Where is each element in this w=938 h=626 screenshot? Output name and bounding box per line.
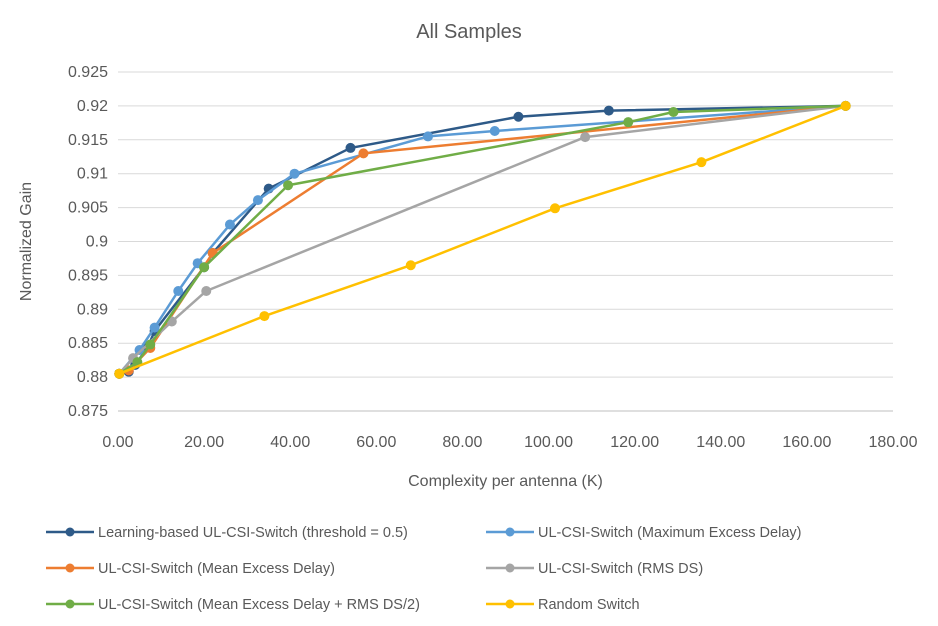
data-point — [423, 131, 433, 142]
y-axis-ticks: 0.875 0.88 0.885 0.89 0.895 0.9 0.905 0.91 0.915… — [68, 64, 108, 420]
legend-item: UL-CSI-Switch (Mean Excess Delay + RMS D… — [46, 597, 420, 613]
plot-area — [114, 100, 851, 379]
legend-item: UL-CSI-Switch (Maximum Excess Delay) — [486, 525, 801, 541]
data-point — [345, 142, 356, 153]
series-line — [118, 104, 847, 375]
legend-label: Random Switch — [538, 597, 640, 613]
data-point — [259, 311, 270, 322]
y-tick-label: 0.885 — [68, 335, 108, 352]
x-tick-label: 20.00 — [184, 434, 224, 451]
legend-item: UL-CSI-Switch (Mean Excess Delay) — [46, 561, 335, 577]
series-line — [118, 104, 847, 375]
data-point — [550, 203, 561, 214]
legend-marker — [505, 563, 515, 573]
data-point — [489, 125, 500, 136]
data-point — [149, 322, 160, 333]
data-point — [134, 344, 145, 355]
legend: Learning-based UL-CSI-Switch (threshold … — [46, 525, 801, 613]
legend-marker — [505, 527, 515, 537]
series-line — [118, 104, 847, 375]
y-tick-label: 0.925 — [68, 64, 108, 81]
x-tick-label: 160.00 — [782, 434, 831, 451]
x-tick-label: 180.00 — [869, 434, 918, 451]
legend-item: Learning-based UL-CSI-Switch (threshold … — [46, 525, 408, 541]
y-tick-label: 0.91 — [77, 166, 108, 183]
y-tick-label: 0.915 — [68, 132, 108, 149]
legend-marker — [65, 527, 75, 537]
x-axis-label: Complexity per antenna (K) — [408, 473, 603, 490]
x-tick-label: 100.00 — [524, 434, 573, 451]
series-line — [118, 104, 847, 375]
data-point — [405, 260, 416, 271]
x-tick-label: 140.00 — [696, 434, 745, 451]
data-point — [623, 117, 634, 128]
legend-item: Random Switch — [486, 597, 640, 613]
data-point — [201, 285, 212, 296]
data-point — [289, 168, 300, 179]
data-point — [696, 157, 707, 168]
data-point — [114, 368, 125, 379]
data-point — [224, 219, 235, 230]
data-point — [603, 105, 614, 116]
series-6 — [114, 100, 851, 379]
series-line — [118, 104, 847, 375]
data-point — [668, 107, 679, 118]
y-tick-label: 0.89 — [77, 301, 108, 318]
data-point — [173, 285, 184, 296]
y-tick-label: 0.875 — [68, 403, 108, 420]
legend-marker — [65, 599, 75, 609]
legend-label: Learning-based UL-CSI-Switch (threshold … — [98, 525, 408, 541]
chart-title: All Samples — [416, 21, 522, 43]
x-tick-label: 0.00 — [102, 434, 133, 451]
y-axis-label: Normalized Gain — [18, 182, 35, 301]
y-tick-label: 0.88 — [77, 369, 108, 386]
series-line — [118, 104, 847, 375]
legend-marker — [505, 599, 515, 609]
y-tick-label: 0.895 — [68, 267, 108, 284]
y-tick-label: 0.92 — [77, 98, 108, 115]
data-point — [840, 100, 851, 111]
data-point — [199, 262, 210, 273]
legend-label: UL-CSI-Switch (Maximum Excess Delay) — [538, 525, 801, 541]
data-point — [580, 132, 591, 143]
x-tick-label: 120.00 — [610, 434, 659, 451]
legend-label: UL-CSI-Switch (Mean Excess Delay) — [98, 561, 335, 577]
x-tick-label: 40.00 — [270, 434, 310, 451]
legend-marker — [65, 563, 75, 573]
legend-label: UL-CSI-Switch (RMS DS) — [538, 561, 703, 577]
legend-item: UL-CSI-Switch (RMS DS) — [486, 561, 703, 577]
y-tick-label: 0.9 — [86, 234, 108, 251]
x-tick-label: 60.00 — [356, 434, 396, 451]
x-tick-label: 80.00 — [442, 434, 482, 451]
y-tick-label: 0.905 — [68, 200, 108, 217]
legend-label: UL-CSI-Switch (Mean Excess Delay + RMS D… — [98, 597, 420, 613]
data-point — [283, 180, 294, 191]
data-point — [513, 111, 524, 122]
data-point — [358, 148, 369, 159]
x-axis-ticks: 0.00 20.00 40.00 60.00 80.00 100.00 120.00 140.… — [102, 434, 917, 451]
data-point — [252, 195, 263, 206]
data-point — [145, 339, 156, 350]
